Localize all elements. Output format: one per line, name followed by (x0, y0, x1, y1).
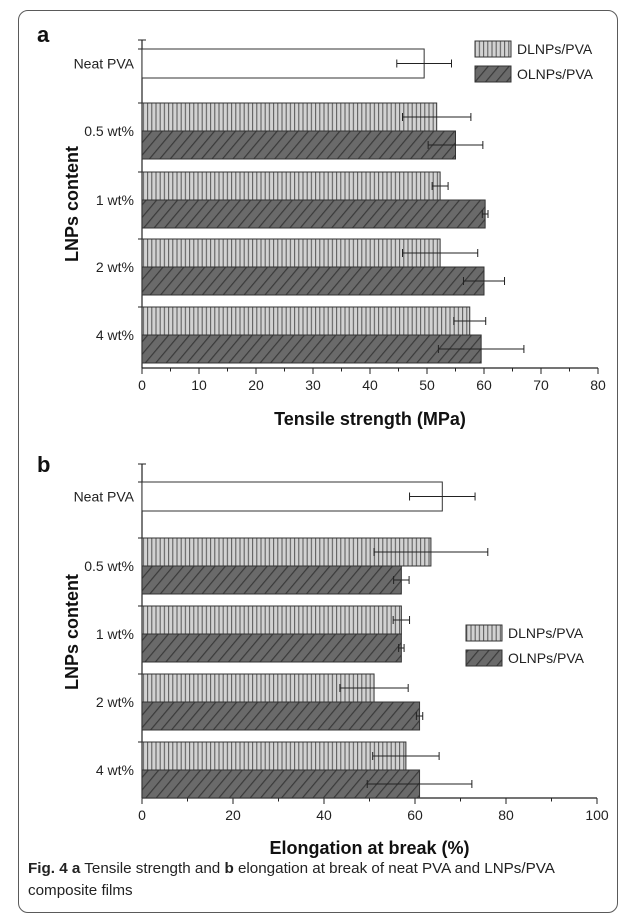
x-tick-label: 80 (590, 377, 606, 393)
bar-dlnps-pva-1-wt (141, 605, 402, 635)
legend-swatch-dlnps-pva (465, 624, 503, 642)
caption-part-a: a (71, 860, 81, 877)
caption-text-b: elongation at break of neat PVA and LNPs… (28, 860, 555, 899)
x-tick-label: 0 (138, 377, 146, 393)
bar-olnps-pva-1-wt (141, 633, 402, 663)
caption-fig-label: Fig. 4 (28, 860, 68, 877)
y-tick-label-0-5-wt: 0.5 wt% (84, 558, 134, 574)
y-tick-label-0-5-wt: 0.5 wt% (84, 123, 134, 139)
bar-dlnps-pva-2-wt (141, 238, 441, 268)
legend-label-olnps-pva: OLNPs/PVA (508, 650, 585, 666)
caption-text-a: Tensile strength and (80, 860, 225, 877)
legend-label-dlnps-pva: DLNPs/PVA (508, 625, 584, 641)
legend-swatch-olnps-pva (465, 649, 503, 667)
panel-label: a (37, 22, 50, 47)
caption-part-b: b (224, 860, 234, 877)
x-tick-label: 80 (498, 807, 514, 823)
y-tick-label-neat-pva: Neat PVA (74, 489, 135, 505)
figure-frame (18, 10, 618, 913)
x-tick-label: 30 (305, 377, 321, 393)
x-tick-label: 20 (225, 807, 241, 823)
y-axis-title: LNPs content (62, 574, 82, 690)
bar-dlnps-pva-4-wt (141, 306, 471, 336)
x-tick-label: 10 (191, 377, 207, 393)
y-tick-label-4-wt: 4 wt% (96, 327, 134, 343)
panel-b: 0 20 40 60 80 100 Elongation at break (%) LNPs … (37, 452, 609, 858)
x-tick-label: 70 (533, 377, 549, 393)
y-tick-label-1-wt: 1 wt% (96, 192, 134, 208)
bar-olnps-pva-0-5-wt (141, 130, 456, 160)
y-tick-label-1-wt: 1 wt% (96, 626, 134, 642)
figure-caption: Fig. 4 a Tensile strength and b elongati… (28, 858, 608, 902)
legend-label-dlnps-pva: DLNPs/PVA (517, 41, 593, 57)
y-axis-title: LNPs content (62, 146, 82, 262)
bar-olnps-pva-4-wt (141, 334, 482, 364)
x-axis-title: Tensile strength (MPa) (274, 409, 466, 429)
bar-neat-pva (141, 48, 425, 79)
bar-olnps-pva-2-wt (141, 701, 421, 731)
y-tick-label-2-wt: 2 wt% (96, 694, 134, 710)
legend-label-olnps-pva: OLNPs/PVA (517, 66, 594, 82)
panel-a: 0 10 20 30 40 50 60 70 80 Tensile strength (MPa) L… (37, 22, 606, 429)
bar-olnps-pva-0-5-wt (141, 565, 402, 595)
bar-dlnps-pva-0-5-wt (141, 102, 438, 132)
x-tick-label: 20 (248, 377, 264, 393)
x-axis-title: Elongation at break (%) (269, 838, 469, 858)
x-tick-label: 0 (138, 807, 146, 823)
y-tick-label-2-wt: 2 wt% (96, 259, 134, 275)
bar-dlnps-pva-4-wt (141, 741, 407, 771)
x-tick-label: 60 (476, 377, 492, 393)
x-tick-label: 50 (419, 377, 435, 393)
bar-olnps-pva-2-wt (141, 266, 485, 296)
x-tick-label: 40 (316, 807, 332, 823)
bar-neat-pva (141, 481, 443, 512)
legend-swatch-olnps-pva (474, 65, 512, 83)
bar-olnps-pva-1-wt (141, 199, 486, 229)
x-tick-label: 60 (407, 807, 423, 823)
panel-label: b (37, 452, 50, 477)
bar-dlnps-pva-2-wt (141, 673, 375, 703)
x-tick-label: 100 (585, 807, 609, 823)
bar-dlnps-pva-1-wt (141, 171, 441, 201)
legend-swatch-dlnps-pva (474, 40, 512, 58)
x-tick-label: 40 (362, 377, 378, 393)
y-tick-label-neat-pva: Neat PVA (74, 56, 135, 72)
y-tick-label-4-wt: 4 wt% (96, 762, 134, 778)
